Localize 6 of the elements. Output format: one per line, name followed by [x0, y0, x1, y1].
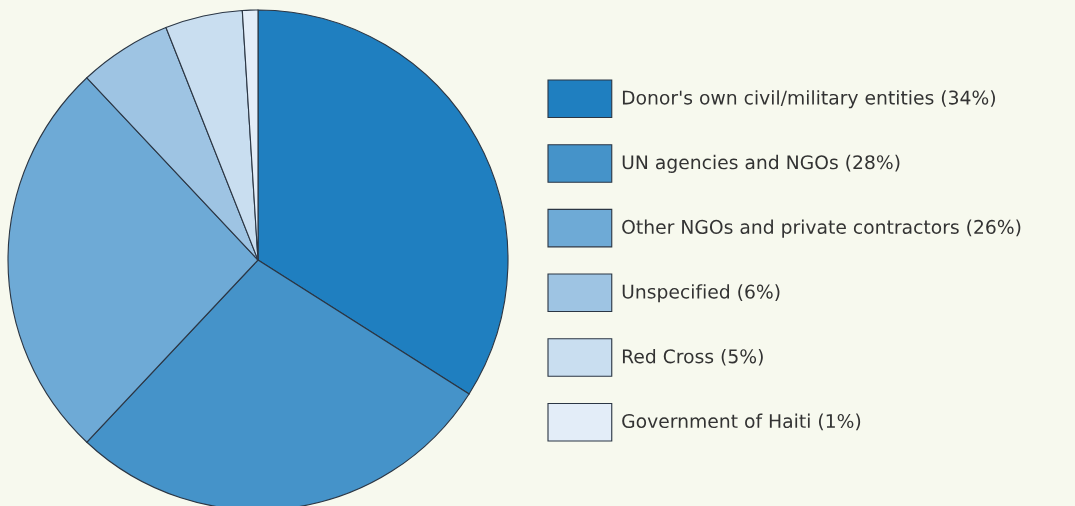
- legend-label: UN agencies and NGOs (28%): [622, 154, 900, 173]
- legend-label: Government of Haiti (1%): [622, 413, 861, 431]
- legend-label: Donor's own civil/military entities (34%): [622, 90, 995, 109]
- legend-label: Unspecified (6%): [622, 284, 780, 303]
- legend-label: Red Cross (5%): [622, 348, 763, 366]
- legend-label: Other NGOs and private contractors (26%): [622, 219, 1021, 238]
